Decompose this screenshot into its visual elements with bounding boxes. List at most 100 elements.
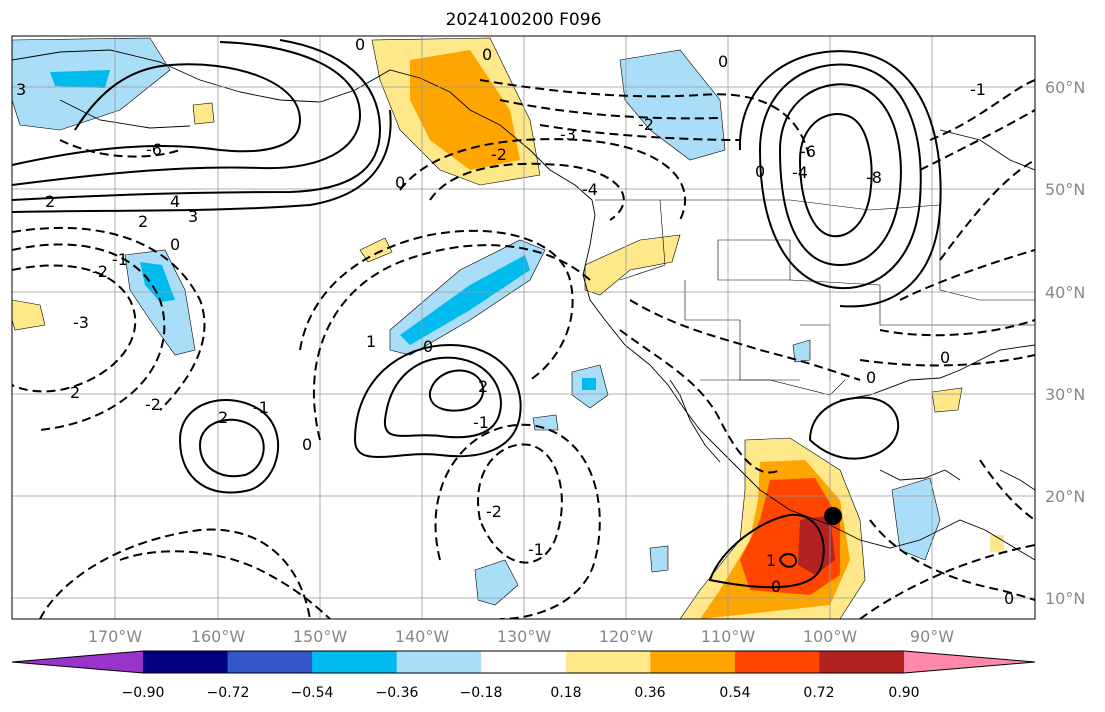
shade-negative-region [619, 49, 726, 161]
contour-label: 2 [478, 377, 488, 396]
contour-label: -1 [473, 413, 489, 432]
contour-label: 2 [218, 408, 228, 427]
contour-label: 0 [940, 348, 950, 367]
storm-center-marker [824, 507, 842, 525]
shade-negative-region [474, 559, 519, 606]
colorbar-tick-label: 0.72 [803, 685, 834, 701]
lon-label: 120°W [599, 627, 654, 646]
contour-label: -2 [638, 115, 654, 134]
contour-label: 0 [482, 45, 492, 64]
shade-negative-strong [50, 70, 110, 88]
colorbar-extend-high [904, 651, 1035, 673]
contour-label: 1 [766, 551, 776, 570]
colorbar-tick-label: 0.90 [888, 685, 919, 701]
contour-label: 0 [866, 368, 876, 387]
coastlines [12, 49, 1035, 561]
lat-label: 20°N [1045, 487, 1085, 506]
contour-label: -1 [253, 398, 269, 417]
lon-label: 90°W [910, 627, 954, 646]
lat-label: 60°N [1045, 78, 1085, 97]
colorbar-tick-label: −0.18 [460, 685, 503, 701]
colorbar-segment [143, 651, 229, 673]
contour-label: -8 [866, 168, 882, 187]
colorbar-tick-labels: −0.90 −0.72 −0.54 −0.36 −0.18 0.18 0.36 … [122, 685, 920, 701]
latitude-labels: 60°N 50°N 40°N 30°N 20°N 10°N [1045, 78, 1085, 608]
lat-label: 30°N [1045, 385, 1085, 404]
colorbar-segment [650, 651, 736, 673]
lon-label: 110°W [701, 627, 756, 646]
colorbar-segment [227, 651, 313, 673]
contour-label: 0 [1004, 589, 1014, 608]
graticule [12, 36, 1035, 619]
shade-positive-region [359, 237, 393, 263]
contour-label: 2 [138, 212, 148, 231]
shade-negative-strong [582, 378, 596, 390]
colorbar-tick-label: −0.36 [376, 685, 419, 701]
contour-label: 3 [16, 80, 26, 99]
contour-label: 0 [771, 577, 781, 596]
longitude-labels: 170°W 160°W 150°W 140°W 130°W 120°W 110°… [88, 627, 954, 646]
contour-labels: 0 0 3 -6 2 4 3 2 0 -1 -2 2 -3 -2 0 2 -1 … [16, 36, 1014, 608]
colorbar-tick-label: −0.54 [291, 685, 334, 701]
lat-label: 40°N [1045, 283, 1085, 302]
contour-label: -3 [73, 313, 89, 332]
shade-positive-region [192, 102, 215, 125]
lat-label: 10°N [1045, 589, 1085, 608]
lon-label: 130°W [497, 627, 552, 646]
contour-label: 0 [170, 235, 180, 254]
lat-label: 50°N [1045, 180, 1085, 199]
contour-label: -6 [146, 140, 162, 159]
shade-positive-region [584, 234, 681, 296]
colorbar-tick-label: 0.18 [550, 685, 581, 701]
shade-negative-region [891, 477, 941, 561]
contour-label: -2 [92, 262, 108, 281]
shade-negative-region [792, 339, 811, 363]
lon-label: 100°W [803, 627, 858, 646]
map-content: 0 0 3 -6 2 4 3 2 0 -1 -2 2 -3 -2 0 2 -1 … [12, 36, 1035, 619]
shade-negative-region [649, 545, 669, 573]
colorbar-tick-label: −0.90 [122, 685, 165, 701]
shaded-anomalies [12, 37, 1004, 619]
colorbar-outline [11, 650, 1036, 674]
contour-label: -4 [792, 163, 808, 182]
colorbar [11, 650, 1036, 674]
contour-label: -4 [582, 180, 598, 199]
colorbar-tick-label: 0.54 [719, 685, 750, 701]
shade-negative-strong [400, 255, 530, 345]
colorbar-extend-low [12, 651, 143, 673]
contour-label: 0 [395, 173, 405, 192]
contour-label: 1 [366, 332, 376, 351]
shade-positive-region [12, 299, 46, 331]
contour-label: 4 [170, 192, 180, 211]
contour-label: -2 [145, 395, 161, 414]
contour-label: 2 [70, 383, 80, 402]
colorbar-segment [312, 651, 398, 673]
contour-label: -1 [970, 80, 986, 99]
colorbar-tick-label: −0.72 [207, 685, 250, 701]
contour-label: -2 [486, 502, 502, 521]
colorbar-segment [819, 651, 905, 673]
lon-label: 140°W [395, 627, 450, 646]
colorbar-segment [734, 651, 820, 673]
negative-contours [12, 79, 1035, 619]
colorbar-segment [565, 651, 651, 673]
colorbar-segment [481, 651, 567, 673]
shade-positive-strong [410, 50, 520, 170]
shade-positive-strongest [798, 515, 835, 575]
map-title: 2024100200 F096 [445, 10, 602, 30]
contour-label: 0 [755, 162, 765, 181]
contour-label: -1 [528, 540, 544, 559]
contour-label: -3 [560, 125, 576, 144]
contour-label: 0 [423, 337, 433, 356]
lon-label: 160°W [191, 627, 246, 646]
map-frame [11, 35, 1036, 620]
contour-label: -6 [800, 142, 816, 161]
colorbar-tick-label: 0.36 [634, 685, 665, 701]
lon-label: 150°W [293, 627, 348, 646]
contour-label: -2 [491, 145, 507, 164]
lon-label: 170°W [88, 627, 143, 646]
positive-contours [12, 39, 942, 589]
contour-label: 3 [188, 207, 198, 226]
colorbar-segment [396, 651, 482, 673]
